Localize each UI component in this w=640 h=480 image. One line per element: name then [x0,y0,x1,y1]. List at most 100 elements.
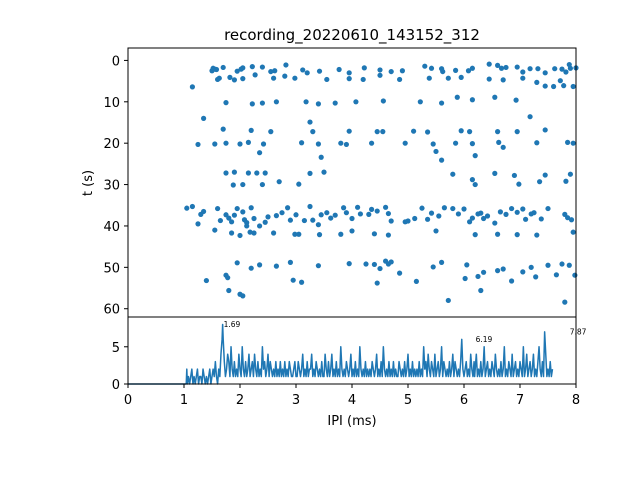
spike-point [388,68,394,75]
raster-y-ticks: 0 10 20 30 40 50 60 [103,54,128,318]
spike-point [562,299,568,305]
spike-point [257,262,263,268]
peak-annotation: 7.87 [570,328,587,337]
spike-point [567,171,574,177]
spike-point [260,141,267,147]
spike-point [527,114,533,120]
spike-point [257,150,263,156]
spike-point [531,210,537,216]
spike-point [492,220,498,226]
spike-point [369,206,375,212]
spike-point [231,77,237,83]
spike-point [310,217,316,223]
spike-point [377,67,383,73]
spike-point [441,205,447,211]
spike-point [527,66,533,72]
peak-annotation: 1.69 [224,320,241,329]
spike-point [513,97,519,103]
spike-point [399,68,405,74]
spike-point [520,69,526,75]
spike-point [262,170,268,176]
spike-point [426,75,432,81]
spike-point [201,115,207,121]
spike-point [189,203,195,210]
spike-point [361,65,367,71]
spike-point [287,259,293,265]
spike-point [254,170,260,176]
raster-y-tick-label: 30 [103,179,120,194]
spike-point [234,260,240,266]
spike-point [533,274,539,280]
spike-point [374,280,380,286]
spike-point [520,206,526,212]
spike-point [324,76,330,83]
spike-point [496,139,502,145]
spike-point [436,213,442,219]
spike-point [307,170,313,176]
spike-point [469,97,475,103]
spike-points [184,61,579,305]
spike-point [307,203,313,210]
spike-point [338,231,344,237]
spike-point [534,140,540,146]
spike-point [213,66,220,73]
spike-point [310,129,316,135]
spike-point [439,100,445,106]
spike-point [523,216,529,222]
spike-point [498,65,505,71]
spike-point [511,172,517,179]
spike-point [472,232,478,238]
spike-point [478,287,484,294]
spike-point [478,210,484,216]
spike-point [237,141,243,147]
spike-point [201,208,207,215]
raster-plot: 0 10 20 30 40 50 60 t (s) [81,47,579,318]
spike-point [248,205,254,211]
spike-point [195,141,201,148]
spike-point [450,205,456,212]
spike-point [542,83,548,89]
spike-point [273,263,279,269]
spike-point [469,65,475,71]
spike-point [475,273,481,280]
spike-point [500,77,506,83]
spike-point [537,179,543,185]
spike-point [417,99,423,105]
spike-point [495,129,501,135]
spike-point [315,222,321,228]
spike-point [534,232,540,238]
spike-point [357,211,363,217]
spike-point [216,75,222,81]
spike-point [453,140,459,146]
peak-annotations: 1.69 6.19 7.87 [224,320,587,344]
spike-point [316,68,323,74]
raster-y-axis-label: t (s) [81,170,96,196]
spike-point [287,217,293,223]
spike-point [565,215,571,221]
spike-point [332,212,338,218]
spike-point [492,170,498,176]
spike-point [397,76,403,83]
spike-point [514,129,520,135]
spike-point [405,218,411,224]
spike-point [509,278,515,284]
spike-point [251,215,257,222]
spike-point [244,223,250,229]
spike-point [374,129,380,135]
spike-point [195,221,201,227]
spike-point [419,205,425,211]
spike-point [486,61,492,67]
spike-point [360,76,366,83]
spike-point [245,139,251,145]
spike-point [300,67,306,73]
spike-point [542,127,548,133]
peak-annotation: 6.19 [476,335,493,344]
spike-point [445,297,451,304]
spike-point [189,84,195,90]
ipi-y-tick-label: 5 [112,341,120,356]
spike-point [385,210,391,217]
spike-point [430,264,436,270]
spike-point [503,64,509,71]
spike-point [465,68,472,74]
